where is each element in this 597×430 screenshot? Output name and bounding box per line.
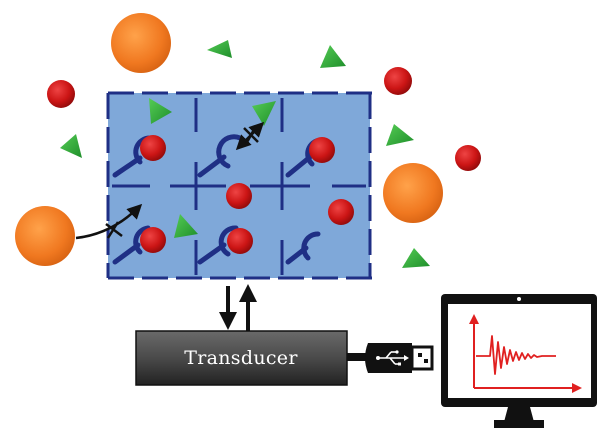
transducer-label: Transducer (184, 347, 298, 369)
free-target-analyte (47, 80, 75, 108)
receptors (112, 134, 323, 265)
large-interferents (15, 13, 443, 266)
small-interferent (386, 124, 414, 146)
small-interferent (402, 248, 430, 268)
monitor-screen (448, 304, 591, 398)
transducer-box (135, 330, 348, 386)
monitor-base (494, 420, 544, 428)
signal-plot (469, 314, 582, 393)
target-analyte (328, 199, 354, 225)
target-analyte (140, 135, 166, 161)
blocked-arrow-icon (235, 121, 265, 151)
usb-plug-icon (365, 343, 434, 373)
large-interferent (111, 13, 171, 73)
sensing-surface-grid (112, 98, 366, 275)
small-interferent (174, 214, 198, 238)
receptor (112, 225, 151, 265)
free-target-analyte (384, 67, 412, 95)
monitor-stand (504, 407, 534, 422)
target-analytes (47, 67, 481, 254)
target-analyte (227, 228, 253, 254)
monitor-icon (441, 294, 597, 428)
large-interferent (15, 206, 75, 266)
small-interferents (60, 40, 430, 268)
small-interferent (149, 98, 172, 124)
double-vertical-arrow-icon (219, 284, 257, 332)
target-analyte (226, 183, 252, 209)
target-analyte (309, 137, 335, 163)
target-analyte (140, 227, 166, 253)
signal-axes (469, 314, 582, 393)
usb-connector (347, 343, 434, 373)
blocked-arrow-icon (75, 203, 143, 240)
receptor (197, 134, 243, 178)
blocked-binding-arrows (75, 121, 265, 240)
transducer: Transducer (135, 330, 348, 386)
receptor (197, 225, 239, 265)
small-interferent (207, 40, 232, 58)
small-interferent (60, 134, 82, 158)
sensing-surface-border (106, 91, 372, 280)
small-interferent (320, 45, 346, 68)
receptor (285, 231, 321, 265)
usb-cable (347, 353, 369, 361)
monitor-camera (517, 297, 521, 301)
large-interferent (383, 163, 443, 223)
small-interferent (252, 101, 276, 126)
free-target-analyte (455, 145, 481, 171)
signal-trace (476, 335, 556, 375)
